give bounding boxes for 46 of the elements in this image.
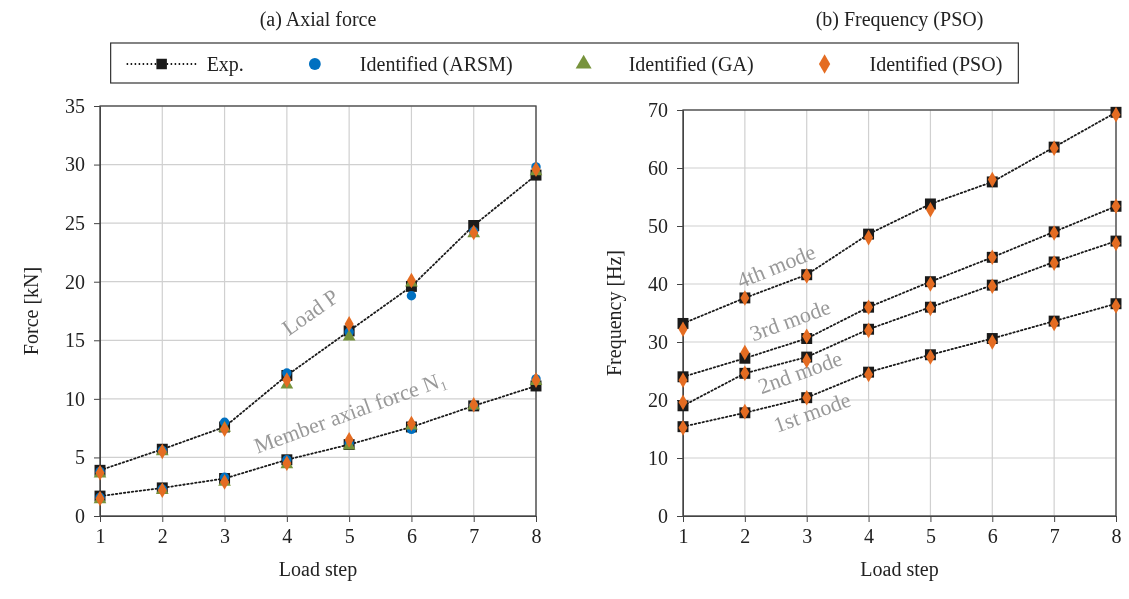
x-tick-label: 7 — [1049, 525, 1060, 547]
x-axis-title: Load step — [860, 558, 939, 581]
y-tick-label: 0 — [75, 504, 85, 527]
x-tick-label: 3 — [220, 525, 231, 547]
x-tick-label: 8 — [1111, 525, 1122, 547]
annotation: 4th mode — [733, 239, 819, 294]
x-tick-label: 6 — [987, 525, 998, 547]
y-tick-label: 20 — [648, 388, 668, 411]
y-tick-label: 30 — [648, 330, 668, 353]
y-tick-label: 15 — [65, 329, 85, 352]
x-tick-label: 4 — [864, 525, 875, 547]
x-tick-label: 2 — [157, 525, 168, 547]
y-tick-label: 0 — [658, 504, 668, 527]
y-tick-label: 70 — [648, 98, 668, 121]
x-tick-label: 4 — [282, 525, 293, 547]
y-tick-label: 40 — [648, 272, 668, 295]
x-tick-label: 3 — [802, 525, 813, 547]
x-tick-label: 8 — [531, 525, 542, 547]
annotation: Load P — [277, 283, 344, 341]
y-tick-label: 10 — [65, 387, 85, 410]
x-tick-label: 6 — [406, 525, 417, 547]
y-axis-title: Force [kN] — [20, 266, 42, 356]
x-tick-label: 1 — [678, 525, 689, 547]
chart-title: (a) Axial force — [259, 8, 377, 31]
annotation: Member axial force N₁ — [250, 365, 450, 459]
legend-label: Identified (GA) — [628, 53, 754, 76]
x-tick-label: 5 — [344, 525, 355, 547]
legend-label: Identified (PSO) — [869, 53, 1003, 76]
x-tick-label: 7 — [469, 525, 480, 547]
x-tick-label: 1 — [95, 525, 106, 547]
x-tick-label: 2 — [740, 525, 751, 547]
y-tick-label: 50 — [648, 214, 668, 237]
x-tick-label: 5 — [925, 525, 936, 547]
legend-label: Exp. — [206, 53, 244, 76]
y-tick-label: 35 — [65, 94, 85, 117]
y-tick-label: 25 — [65, 212, 85, 235]
y-axis-title: Frequency [Hz] — [603, 249, 626, 377]
chart-title: (b) Frequency (PSO) — [815, 8, 984, 31]
legend-label: Identified (ARSM) — [359, 53, 513, 76]
y-tick-label: 20 — [65, 270, 85, 293]
x-axis-title: Load step — [278, 558, 358, 581]
annotation: 3rd mode — [746, 294, 834, 347]
y-tick-label: 30 — [65, 153, 85, 176]
y-tick-label: 10 — [648, 446, 668, 469]
y-tick-label: 5 — [75, 446, 85, 469]
y-tick-label: 60 — [648, 156, 668, 179]
